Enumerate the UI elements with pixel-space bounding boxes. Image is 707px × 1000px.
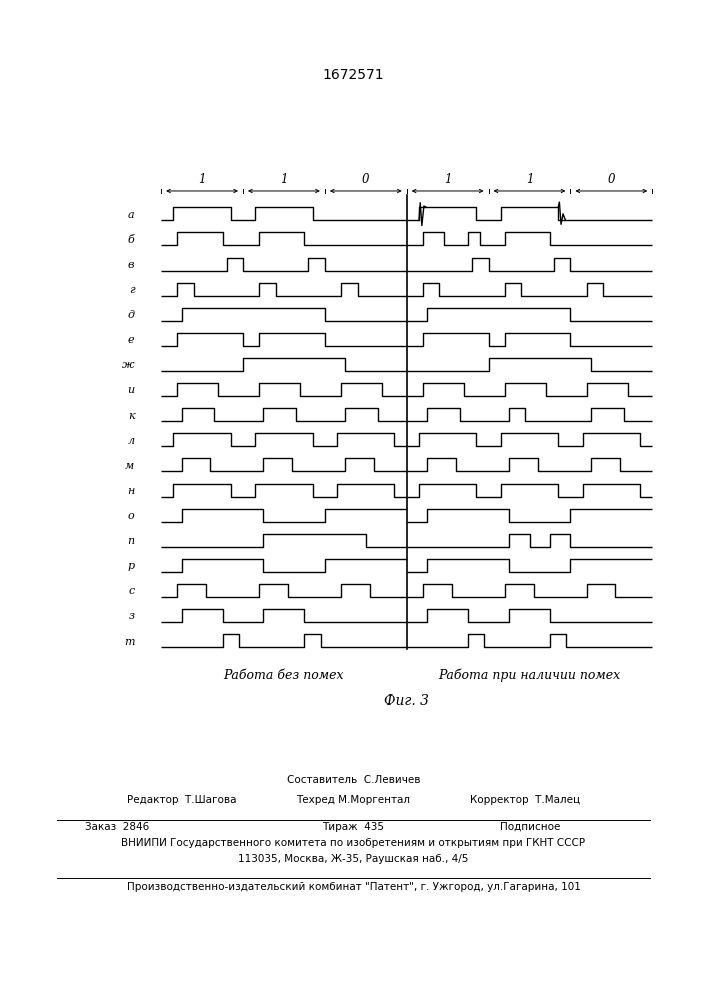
Text: к: к [128,411,134,421]
Text: 1672571: 1672571 [322,68,385,82]
Text: ж: ж [122,360,134,370]
Text: и: и [127,385,134,395]
Text: 1: 1 [280,173,288,186]
Text: т: т [124,637,134,647]
Text: м: м [125,461,134,471]
Text: Работа без помех: Работа без помех [223,669,344,682]
Text: р: р [127,561,134,571]
Text: Тираж  435: Тираж 435 [322,822,385,832]
Text: а: а [128,210,134,220]
Text: 1: 1 [198,173,206,186]
Text: д: д [127,310,134,320]
Text: Фиг. 3: Фиг. 3 [384,694,429,708]
Text: е: е [128,335,134,345]
Text: в: в [128,260,134,270]
Text: Заказ  2846: Заказ 2846 [85,822,149,832]
Text: Составитель  С.Левичев: Составитель С.Левичев [287,775,420,785]
Text: 0: 0 [607,173,615,186]
Text: 1: 1 [444,173,451,186]
Text: Производственно-издательский комбинат "Патент", г. Ужгород, ул.Гагарина, 101: Производственно-издательский комбинат "П… [127,882,580,892]
Text: г: г [129,285,134,295]
Text: 0: 0 [362,173,370,186]
Text: з: з [129,611,134,621]
Text: 1: 1 [526,173,533,186]
Text: ВНИИПИ Государственного комитета по изобретениям и открытиям при ГКНТ СССР: ВНИИПИ Государственного комитета по изоб… [122,838,585,848]
Text: п: п [127,536,134,546]
Text: л: л [127,436,134,446]
Text: с: с [128,586,134,596]
Text: Работа при наличии помех: Работа при наличии помех [438,669,621,682]
Text: Техред М.Моргентал: Техред М.Моргентал [296,795,411,805]
Text: Корректор  Т.Малец: Корректор Т.Малец [469,795,580,805]
Text: Подписное: Подписное [500,822,561,832]
Text: Редактор  Т.Шагова: Редактор Т.Шагова [127,795,237,805]
Text: н: н [127,486,134,496]
Text: б: б [128,235,134,245]
Text: 113035, Москва, Ж-35, Раушская наб., 4/5: 113035, Москва, Ж-35, Раушская наб., 4/5 [238,854,469,864]
Text: о: о [128,511,134,521]
